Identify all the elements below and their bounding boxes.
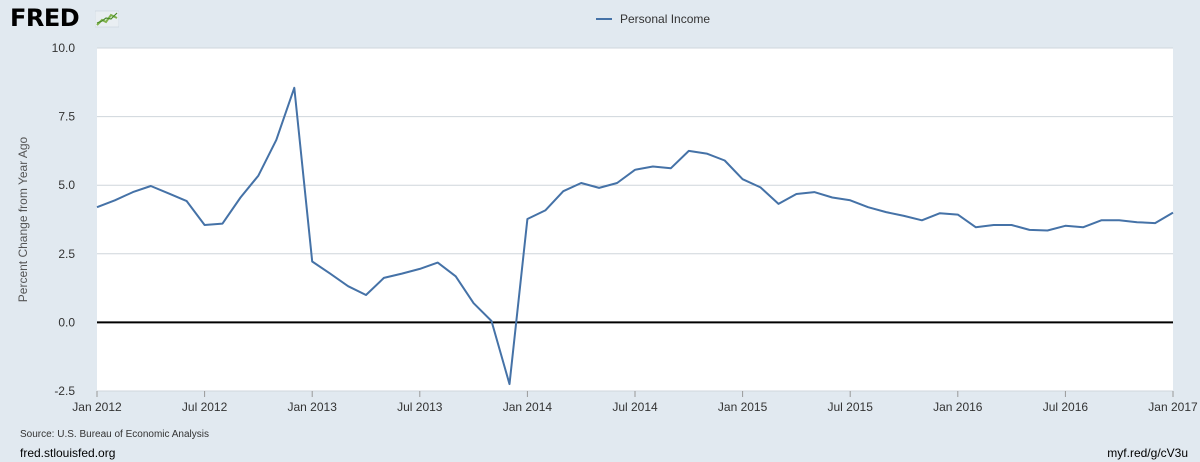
- x-tick-label: Jan 2016: [933, 400, 983, 414]
- series-line-personal-income: [96, 86, 1174, 386]
- x-tick-label: Jan 2017: [1148, 400, 1198, 414]
- x-tick-label: Jul 2016: [1043, 400, 1089, 414]
- y-tick-label: 7.5: [58, 110, 75, 124]
- y-tick-label: 10.0: [52, 41, 76, 55]
- chart-logo-icon: [95, 10, 119, 28]
- y-tick-label: -2.5: [54, 384, 75, 398]
- legend-label-personal-income: Personal Income: [620, 12, 711, 26]
- x-tick-label: Jan 2015: [718, 400, 768, 414]
- y-axis-label: Percent Change from Year Ago: [16, 136, 30, 302]
- x-tick-label: Jan 2013: [288, 400, 338, 414]
- fred-logo[interactable]: FRED: [10, 4, 80, 32]
- source-note: Source: U.S. Bureau of Economic Analysis: [20, 429, 209, 440]
- short-link[interactable]: myf.red/g/cV3u: [1107, 446, 1188, 460]
- legend-swatch-personal-income: [596, 18, 612, 20]
- y-tick-label: 5.0: [58, 178, 75, 192]
- x-tick-label: Jul 2014: [612, 400, 658, 414]
- x-tick-label: Jul 2015: [828, 400, 874, 414]
- fred-site-link[interactable]: fred.stlouisfed.org: [20, 446, 116, 460]
- y-tick-label: 2.5: [58, 247, 75, 261]
- chart-legend: Personal Income: [596, 12, 710, 26]
- plot-area: [97, 48, 1173, 391]
- x-tick-label: Jul 2012: [182, 400, 228, 414]
- x-tick-label: Jan 2014: [503, 400, 553, 414]
- x-tick-label: Jul 2013: [397, 400, 443, 414]
- y-tick-label: 0.0: [58, 315, 75, 329]
- fred-logo-text: FRED: [10, 4, 80, 32]
- x-tick-label: Jan 2012: [72, 400, 122, 414]
